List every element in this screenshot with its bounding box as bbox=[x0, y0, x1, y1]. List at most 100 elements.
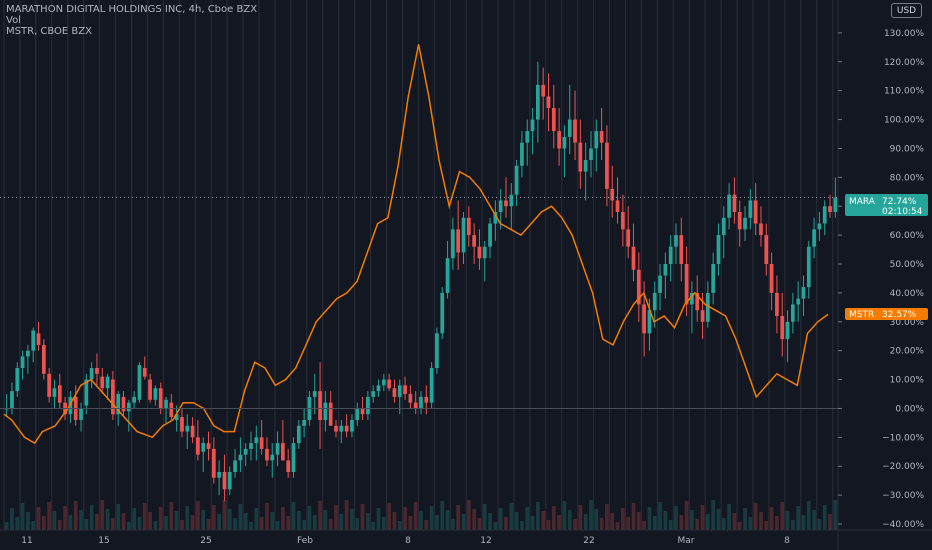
candle-body bbox=[350, 420, 354, 432]
candle-body bbox=[451, 229, 455, 259]
candle-body bbox=[589, 148, 593, 160]
candle-body bbox=[764, 235, 769, 264]
volume-bar bbox=[318, 501, 322, 530]
candle-body bbox=[472, 235, 476, 247]
y-tick-label: −10.00% bbox=[882, 433, 924, 443]
y-tick-label: 0.00% bbox=[895, 404, 924, 414]
candle-body bbox=[605, 142, 609, 189]
candle-body bbox=[84, 379, 89, 406]
candle-body bbox=[47, 373, 52, 397]
volume-bar bbox=[589, 500, 593, 530]
candle-body bbox=[323, 402, 328, 420]
candle-body bbox=[291, 443, 296, 472]
volume-bar bbox=[153, 521, 158, 530]
volume-indicator-label[interactable]: Vol bbox=[6, 15, 21, 26]
volume-bar bbox=[376, 508, 381, 530]
volume-bar bbox=[79, 510, 83, 530]
volume-bar bbox=[111, 518, 115, 530]
candle-body bbox=[355, 408, 360, 420]
volume-bar bbox=[296, 511, 301, 530]
mara-badge bbox=[845, 194, 928, 216]
candle-body bbox=[504, 200, 508, 207]
volume-bar bbox=[769, 507, 774, 530]
volume-bar bbox=[180, 520, 184, 530]
candle-body bbox=[249, 443, 253, 449]
candle-body bbox=[259, 437, 264, 449]
volume-bar bbox=[270, 512, 275, 530]
volume-bar bbox=[456, 505, 461, 530]
volume-bar bbox=[10, 508, 14, 530]
volume-bar bbox=[190, 515, 195, 530]
candle-body bbox=[546, 96, 551, 108]
candle-body bbox=[419, 396, 423, 409]
candle-body bbox=[360, 408, 365, 415]
volume-bar bbox=[451, 519, 455, 530]
volume-bar bbox=[812, 510, 816, 530]
volume-bar bbox=[477, 518, 482, 530]
candle-body bbox=[296, 425, 301, 444]
candle-body bbox=[525, 131, 530, 143]
candle-body bbox=[174, 414, 179, 420]
candle-body bbox=[105, 376, 110, 389]
volume-bar bbox=[472, 509, 476, 530]
volume-bar bbox=[291, 502, 296, 530]
candle-body bbox=[652, 292, 657, 311]
volume-bar bbox=[132, 508, 137, 530]
volume-bar bbox=[381, 517, 386, 530]
volume-bar bbox=[387, 503, 391, 530]
candle-body bbox=[493, 212, 498, 224]
y-tick-label: −40.00% bbox=[882, 520, 924, 530]
candle-body bbox=[753, 200, 758, 224]
volume-bar bbox=[360, 504, 365, 530]
y-tick-label: 100.00% bbox=[884, 116, 924, 126]
volume-bar bbox=[721, 518, 726, 530]
candle-body bbox=[743, 217, 747, 230]
volume-bar bbox=[817, 519, 822, 530]
volume-bar bbox=[137, 517, 142, 530]
candle-body bbox=[514, 165, 519, 195]
x-tick-label: 8 bbox=[784, 536, 790, 546]
volume-bar bbox=[286, 516, 291, 530]
candle-body bbox=[711, 264, 716, 293]
volume-bar bbox=[711, 500, 716, 530]
volume-bar bbox=[806, 501, 811, 530]
candle-body bbox=[684, 264, 689, 305]
volume-bar bbox=[201, 510, 206, 530]
candle-body bbox=[466, 217, 471, 236]
candle-body bbox=[190, 425, 195, 438]
volume-bar bbox=[833, 500, 838, 530]
currency-selector[interactable]: USD bbox=[891, 3, 922, 18]
candle-body bbox=[137, 365, 142, 400]
volume-bar bbox=[233, 518, 237, 530]
volume-bar bbox=[36, 507, 41, 530]
volume-bar bbox=[419, 511, 423, 530]
candle-body bbox=[806, 246, 811, 288]
candle-body bbox=[817, 223, 822, 230]
candle-body bbox=[536, 84, 540, 120]
volume-bar bbox=[684, 501, 689, 530]
candle-body bbox=[610, 188, 615, 201]
mstr-compare-line bbox=[3, 44, 829, 445]
candle-body bbox=[281, 443, 285, 461]
candle-body bbox=[275, 443, 280, 455]
y-tick-label: 90.00% bbox=[890, 144, 925, 154]
candle-body bbox=[142, 368, 147, 377]
volume-bar bbox=[705, 514, 710, 530]
candle-body bbox=[302, 420, 306, 426]
volume-bar bbox=[775, 516, 779, 530]
candle-body bbox=[759, 223, 763, 236]
volume-bar bbox=[679, 515, 684, 530]
volume-bar bbox=[227, 509, 232, 530]
candle-body bbox=[206, 443, 211, 449]
candle-body bbox=[381, 379, 386, 386]
volume-bar bbox=[466, 500, 471, 530]
candle-body bbox=[727, 194, 731, 218]
volume-bar bbox=[822, 505, 827, 530]
volume-bar bbox=[222, 500, 227, 530]
volume-bar bbox=[20, 503, 25, 530]
symbol-title[interactable]: MARATHON DIGITAL HOLDINGS INC, 4h, Cboe … bbox=[6, 4, 258, 15]
volume-bar bbox=[690, 510, 694, 530]
candle-body bbox=[100, 376, 105, 389]
compare-symbol-label[interactable]: MSTR, CBOE BZX bbox=[6, 26, 92, 37]
